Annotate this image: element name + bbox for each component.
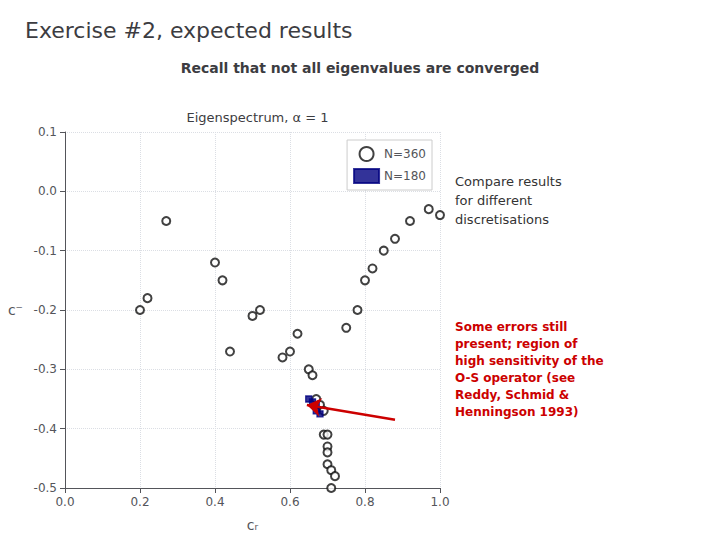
svg-text:Reddy, Schmid &: Reddy, Schmid &: [455, 388, 569, 402]
svg-text:discretisations: discretisations: [455, 212, 549, 227]
svg-text:Eigenspectrum, α = 1: Eigenspectrum, α = 1: [186, 110, 328, 125]
svg-text:0.4: 0.4: [205, 495, 224, 509]
svg-text:1.0: 1.0: [430, 495, 449, 509]
svg-text:Compare results: Compare results: [455, 174, 562, 189]
svg-text:-0.1: -0.1: [34, 244, 57, 258]
svg-text:-0.2: -0.2: [34, 303, 57, 317]
svg-text:O-S operator (see: O-S operator (see: [455, 371, 575, 385]
svg-text:-0.5: -0.5: [34, 481, 57, 495]
svg-text:present; region of: present; region of: [455, 337, 578, 351]
svg-text:for different: for different: [455, 193, 532, 208]
svg-text:0.6: 0.6: [280, 495, 299, 509]
svg-text:0.0: 0.0: [38, 184, 57, 198]
svg-text:c⁻: c⁻: [8, 302, 23, 318]
svg-text:-0.3: -0.3: [34, 362, 57, 376]
svg-text:0.8: 0.8: [355, 495, 374, 509]
svg-text:cᵣ: cᵣ: [247, 517, 259, 533]
svg-text:N=180: N=180: [384, 169, 426, 183]
svg-text:N=360: N=360: [384, 147, 426, 161]
svg-text:Recall that not all eigenvalue: Recall that not all eigenvalues are conv…: [181, 60, 540, 76]
svg-text:Exercise #2, expected results: Exercise #2, expected results: [25, 18, 353, 43]
svg-text:-0.4: -0.4: [34, 422, 57, 436]
svg-text:Henningson 1993): Henningson 1993): [455, 405, 579, 419]
svg-text:0.0: 0.0: [55, 495, 74, 509]
svg-text:Some errors still: Some errors still: [455, 320, 567, 334]
svg-text:0.2: 0.2: [130, 495, 149, 509]
svg-text:0.1: 0.1: [38, 125, 57, 139]
svg-text:high sensitivity of the: high sensitivity of the: [455, 354, 604, 368]
